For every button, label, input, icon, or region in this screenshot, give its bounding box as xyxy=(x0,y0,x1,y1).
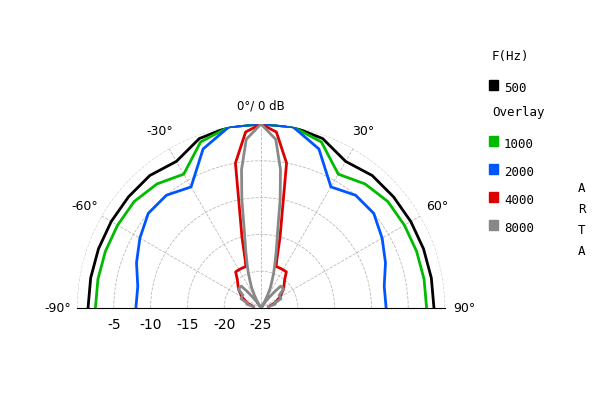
Text: 500: 500 xyxy=(504,82,527,94)
Text: A
R
T
A: A R T A xyxy=(578,182,586,258)
Text: 1000: 1000 xyxy=(504,138,534,150)
Text: 2000: 2000 xyxy=(504,166,534,178)
Text: 0°/ 0 dB: 0°/ 0 dB xyxy=(237,100,285,113)
Text: F(Hz): F(Hz) xyxy=(492,50,530,63)
Text: Overlay: Overlay xyxy=(492,106,545,119)
Text: 4000: 4000 xyxy=(504,194,534,206)
Text: 8000: 8000 xyxy=(504,222,534,234)
